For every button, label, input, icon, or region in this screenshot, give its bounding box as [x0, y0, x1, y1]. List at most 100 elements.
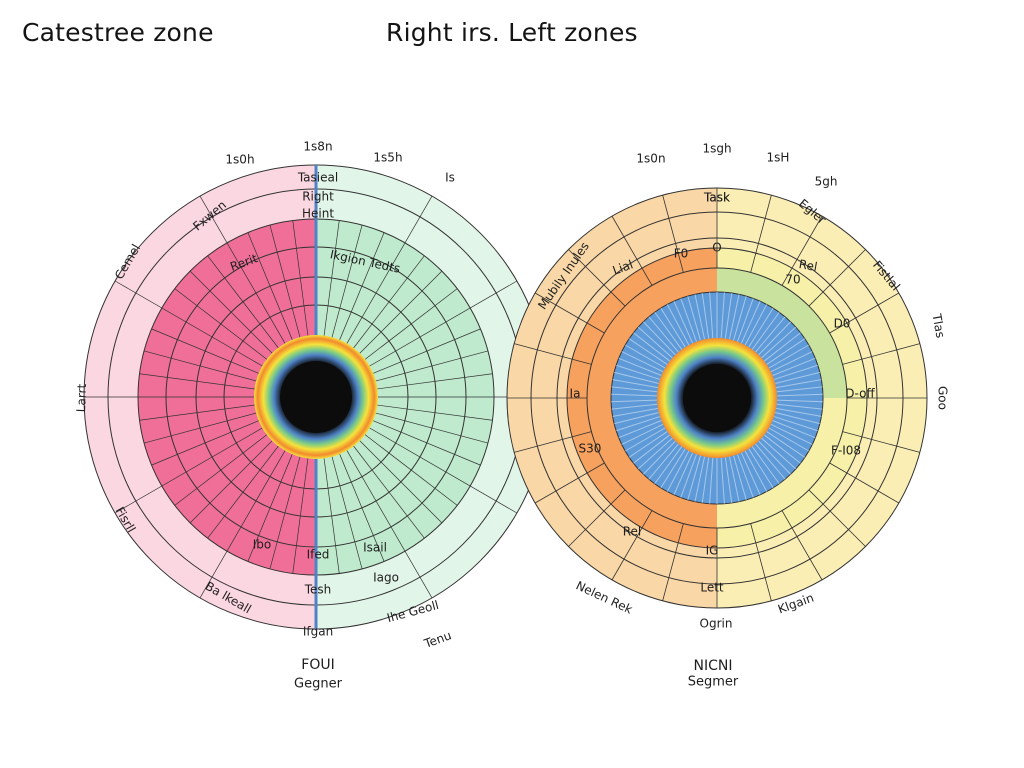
- iris-fibre: [724, 292, 733, 339]
- iris-fibre: [624, 427, 666, 452]
- iris-fibre: [614, 412, 659, 425]
- zone-spoke: [781, 510, 823, 581]
- iris-fibre: [654, 446, 683, 485]
- zone-label: Gegner: [294, 677, 343, 692]
- iris-fibre: [637, 326, 673, 359]
- zone-spoke: [174, 433, 269, 506]
- iris-fibre: [648, 316, 679, 353]
- zone-spoke: [143, 412, 259, 444]
- iris-fibre: [660, 307, 686, 348]
- zone-spoke: [345, 448, 433, 599]
- iris-fibre: [643, 440, 676, 475]
- zone-spoke: [808, 489, 866, 547]
- zone-label: F0: [674, 247, 689, 261]
- zone-spoke: [842, 343, 920, 365]
- zone-spoke: [292, 220, 309, 338]
- iris-fibre: [776, 393, 823, 397]
- zone-label: S30: [579, 442, 602, 456]
- zone-spoke: [611, 510, 653, 581]
- zone-label: Larrt: [74, 383, 89, 412]
- zone-label: Task: [703, 191, 730, 205]
- iris-fibre: [751, 311, 780, 350]
- iris-fibre: [618, 357, 662, 376]
- zone-label: FOUI: [301, 657, 334, 673]
- iris-fibre: [614, 371, 659, 384]
- iris-fibre: [720, 457, 725, 504]
- iris-fibre: [643, 321, 676, 356]
- iris-fibre: [633, 332, 671, 362]
- zone-spoke: [568, 489, 626, 547]
- zone-spoke: [139, 404, 257, 421]
- iris-fibre: [770, 351, 813, 373]
- zone-spoke: [114, 426, 265, 514]
- zone-label: Lett: [700, 581, 724, 595]
- zone-spoke: [367, 280, 518, 368]
- iris-fibre: [618, 420, 662, 439]
- zone-spoke: [174, 288, 269, 361]
- zone-spoke: [534, 462, 605, 504]
- iris-fibre: [773, 364, 818, 380]
- zone-spoke: [363, 433, 458, 506]
- iris-fibre: [709, 292, 714, 339]
- zone-spoke: [352, 255, 425, 350]
- iris-fibre: [744, 450, 768, 492]
- zone-spoke: [375, 404, 493, 421]
- iris-fibre: [616, 416, 661, 432]
- zone-spoke: [842, 431, 920, 453]
- zone-spoke: [207, 444, 280, 539]
- iris-fibre: [680, 298, 697, 342]
- iris-fibre: [776, 379, 822, 389]
- iris-fibre: [666, 304, 690, 346]
- zone-spoke: [375, 373, 493, 390]
- zone-spoke: [114, 280, 265, 368]
- zone-label: Task: [703, 191, 730, 205]
- iris-fibre: [776, 403, 823, 410]
- zone-label: F-I08: [831, 444, 861, 458]
- iris-fibre: [621, 351, 664, 373]
- iris-fibre: [748, 448, 774, 489]
- zone-spoke: [199, 448, 287, 599]
- zone-label: Isail: [363, 541, 387, 555]
- iris-fibre: [776, 386, 823, 393]
- iris-fibre: [755, 443, 786, 480]
- zone-spoke: [662, 523, 684, 601]
- zone-label: Rel: [798, 257, 819, 274]
- zone-label: NICNI: [694, 658, 733, 674]
- zone-spoke: [568, 249, 626, 307]
- zone-label: Rel: [623, 525, 642, 539]
- zone-label: O: [712, 241, 721, 255]
- iris-fibre: [687, 295, 701, 341]
- zone-spoke: [323, 220, 340, 338]
- zone-label: Lial: [611, 257, 635, 277]
- iris-fibre: [740, 300, 761, 344]
- iris-fibre: [628, 431, 668, 458]
- zone-label: D0: [834, 317, 851, 331]
- iris-fibre: [740, 452, 761, 496]
- zone-label: D-off: [845, 387, 875, 401]
- zone-spoke: [338, 232, 385, 342]
- zone-label: Heint: [302, 207, 334, 221]
- zone-spoke: [514, 343, 592, 365]
- zone-spoke: [331, 224, 363, 340]
- iris-fibre: [687, 455, 701, 501]
- zone-spoke: [247, 452, 294, 562]
- iris-fibre: [701, 457, 710, 504]
- zone-spoke: [829, 462, 900, 504]
- iris-fibre: [612, 407, 658, 417]
- zone-spoke: [750, 523, 772, 601]
- zone-spoke: [373, 350, 489, 382]
- iris-fibre: [694, 294, 706, 340]
- zone-spoke: [750, 195, 772, 273]
- zone-spoke: [139, 373, 257, 390]
- zone-spoke: [151, 419, 261, 466]
- iris-fibre: [612, 379, 658, 389]
- zone-label: Tesh: [304, 583, 332, 597]
- iris-fibre: [611, 399, 658, 403]
- pupil: [683, 364, 751, 432]
- zone-spoke: [292, 456, 309, 574]
- iris-fibre: [660, 448, 686, 489]
- zone-spoke: [207, 255, 280, 350]
- zone-spoke: [514, 431, 592, 453]
- zone-spoke: [808, 249, 866, 307]
